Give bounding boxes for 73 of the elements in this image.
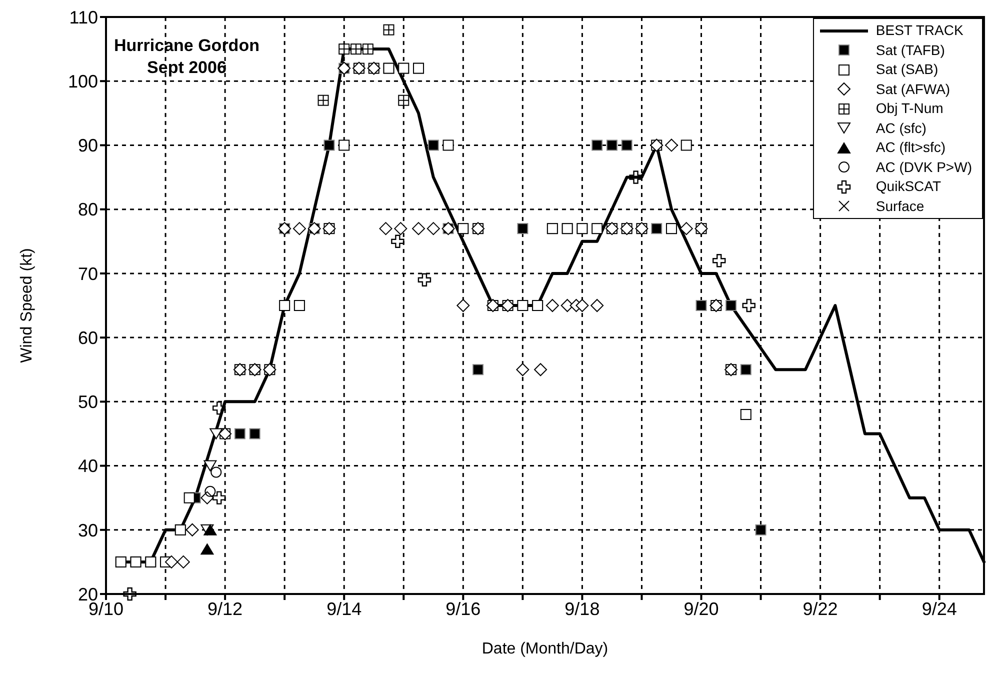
point — [204, 460, 217, 472]
point — [249, 428, 260, 440]
x-tick-label: 9/24 — [922, 598, 957, 619]
point — [696, 300, 707, 311]
x-tick-label: 9/16 — [446, 598, 481, 619]
y-axis-title: Wind Speed (kt) — [18, 248, 36, 363]
point — [210, 428, 223, 440]
point — [546, 299, 559, 312]
legend-label: Surface — [876, 196, 924, 216]
legend-label: AC (DVK P>W) — [876, 158, 972, 177]
point — [184, 492, 195, 504]
x-tick-label: 9/14 — [326, 598, 362, 619]
y-tick-label: 90 — [78, 136, 98, 156]
point — [516, 363, 530, 376]
legend-label: Sat (SAB) — [876, 60, 938, 79]
y-tick-label: 50 — [78, 392, 98, 412]
y-tick-label: 60 — [78, 328, 98, 348]
point — [292, 222, 306, 236]
point — [212, 491, 226, 504]
point — [651, 223, 662, 234]
legend-label: QuikSCAT — [876, 177, 942, 196]
x-tick-label: 9/18 — [564, 598, 600, 619]
legend-label: Sat (TAFB) — [876, 40, 945, 60]
point — [456, 299, 470, 312]
legend-label: Obj T-Num — [876, 99, 944, 118]
point — [212, 401, 226, 415]
point — [412, 222, 426, 236]
point — [742, 298, 756, 312]
point — [164, 555, 178, 568]
y-tick-label: 100 — [68, 72, 98, 92]
y-tick-label: 80 — [78, 200, 98, 220]
point — [234, 428, 246, 440]
y-tick-label: 30 — [78, 520, 98, 540]
point — [576, 299, 589, 312]
y-tick-label: 40 — [78, 456, 98, 476]
point — [428, 140, 439, 151]
y-tick-label: 110 — [69, 7, 98, 28]
point — [204, 486, 216, 497]
point — [592, 140, 603, 151]
point — [210, 466, 222, 478]
point — [200, 544, 214, 555]
x-tick-label: 9/20 — [684, 598, 719, 619]
point — [426, 222, 440, 236]
x-tick-label: 9/12 — [208, 598, 243, 619]
y-tick-label: 70 — [78, 264, 98, 284]
point — [324, 140, 335, 151]
legend-label: BEST TRACK — [876, 21, 964, 40]
x-axis-title: Date (Month/Day) — [482, 640, 608, 658]
point — [590, 299, 604, 312]
legend-label: AC (sfc) — [876, 118, 926, 138]
point — [517, 223, 528, 234]
point — [186, 523, 199, 536]
point — [606, 140, 618, 151]
point — [740, 364, 752, 376]
point — [712, 254, 726, 268]
text: Hurricane Gordon — [114, 35, 260, 57]
point — [279, 300, 290, 311]
x-tick-label: 9/22 — [802, 598, 838, 619]
legend-label: Sat (AFWA) — [876, 80, 950, 99]
point — [664, 138, 678, 152]
point — [534, 363, 548, 376]
point — [726, 300, 737, 311]
point — [755, 524, 766, 536]
text: Sept 2006 — [146, 57, 228, 79]
point — [204, 524, 217, 536]
point — [472, 364, 484, 376]
point — [621, 140, 632, 151]
point — [391, 234, 404, 248]
legend-label: AC (flt>sfc) — [876, 138, 946, 157]
point — [123, 587, 136, 601]
point — [629, 170, 642, 184]
point — [418, 273, 432, 286]
point — [394, 222, 408, 236]
